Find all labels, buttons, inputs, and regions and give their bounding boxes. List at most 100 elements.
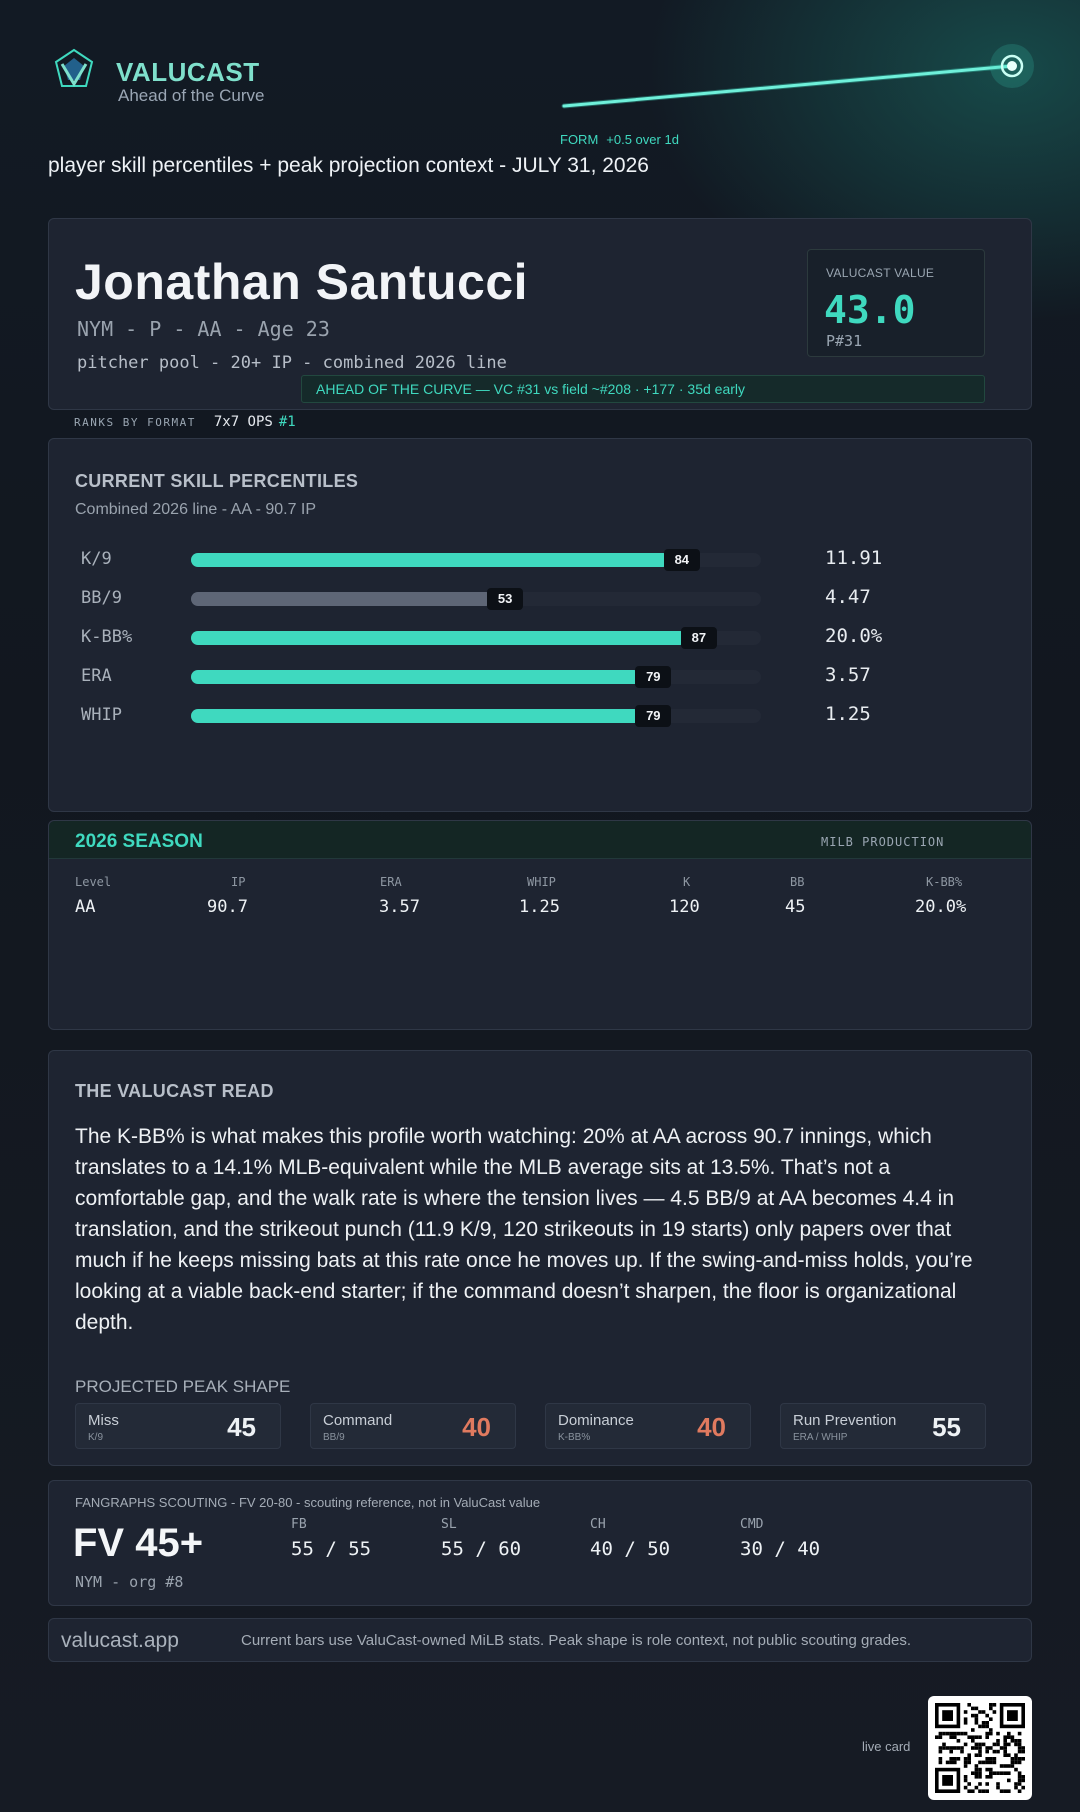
season-col-header: WHIP bbox=[527, 875, 556, 889]
season-header: 2026 SEASON MILB PRODUCTION bbox=[49, 821, 1031, 859]
season-cell: AA bbox=[75, 897, 96, 917]
season-title: 2026 SEASON bbox=[75, 831, 203, 852]
skill-value: 20.0% bbox=[825, 625, 883, 647]
skill-bar-track: 84 bbox=[191, 549, 761, 571]
player-sub: pitcher pool - 20+ IP - combined 2026 li… bbox=[77, 353, 507, 373]
live-card-label: live card bbox=[862, 1739, 911, 1754]
season-cell: 3.57 bbox=[379, 897, 420, 917]
season-col-header: IP bbox=[231, 875, 246, 889]
grade-name: CH bbox=[590, 1517, 606, 1532]
valucast-logo-icon bbox=[54, 48, 94, 87]
season-cell: 1.25 bbox=[519, 897, 560, 917]
skill-label: ERA bbox=[81, 666, 112, 686]
skill-value: 3.57 bbox=[825, 664, 871, 686]
form-label: FORM +0.5 over 1d bbox=[560, 132, 679, 147]
page-subtitle: player skill percentiles + peak projecti… bbox=[48, 154, 649, 177]
ranks-by-format: RANKS BY FORMAT 7x7 OPS #1 bbox=[74, 414, 296, 430]
skill-row: ERA 79 3.57 bbox=[81, 664, 1001, 688]
skill-percentile-badge: 87 bbox=[680, 627, 717, 649]
peak-sub: ERA / WHIP bbox=[793, 1432, 848, 1443]
ranks-label: RANKS BY FORMAT bbox=[74, 416, 196, 429]
skill-row: WHIP 79 1.25 bbox=[81, 703, 1001, 727]
ranks-format: 7x7 OPS bbox=[213, 414, 273, 430]
skill-bar-fill bbox=[191, 709, 642, 723]
skill-label: K-BB% bbox=[81, 627, 133, 647]
peak-run-prevention: Run Prevention ERA / WHIP 55 bbox=[780, 1403, 986, 1449]
read-text: The K-BB% is what makes this profile wor… bbox=[75, 1125, 973, 1334]
skill-percentile-badge: 79 bbox=[635, 666, 672, 688]
skill-bar-fill bbox=[191, 670, 642, 684]
future-value: FV 45+ bbox=[73, 1521, 204, 1565]
brand-name: VALUCAST bbox=[116, 57, 260, 87]
skill-bar-fill bbox=[191, 631, 687, 645]
season-col-header: K bbox=[683, 875, 691, 889]
season-cell: 120 bbox=[669, 897, 700, 917]
peak-name: Run Prevention bbox=[793, 1412, 897, 1429]
season-col-header: BB bbox=[790, 875, 805, 889]
peak-sub: K-BB% bbox=[558, 1432, 591, 1443]
season-tag: MILB PRODUCTION bbox=[821, 835, 945, 849]
skill-bar-fill bbox=[191, 592, 494, 606]
skill-bar-track: 53 bbox=[191, 588, 761, 610]
grade-value: 55 / 60 bbox=[441, 1538, 522, 1560]
player-name: Jonathan Santucci bbox=[75, 254, 529, 310]
brand: VALUCAST Ahead of the Curve bbox=[52, 48, 264, 106]
ranks-rank: #1 bbox=[278, 414, 296, 430]
skill-value: 11.91 bbox=[825, 547, 883, 569]
site-link[interactable]: valucast.app bbox=[61, 1629, 179, 1652]
skill-row: BB/9 53 4.47 bbox=[81, 586, 1001, 610]
grade-fb: FB 55 / 55 bbox=[291, 1517, 371, 1560]
qr-pattern bbox=[935, 1703, 1025, 1793]
grade-ch: CH 40 / 50 bbox=[590, 1517, 670, 1560]
brand-tagline: Ahead of the Curve bbox=[118, 86, 265, 105]
skill-percentile-badge: 53 bbox=[487, 588, 524, 610]
scouting-card: FANGRAPHS SCOUTING - FV 20-80 - scouting… bbox=[48, 1480, 1032, 1606]
skills-title: CURRENT SKILL PERCENTILES bbox=[75, 471, 359, 491]
grade-sl: SL 55 / 60 bbox=[441, 1517, 521, 1560]
qr-code-icon[interactable] bbox=[928, 1696, 1032, 1800]
form-label-text: FORM bbox=[560, 132, 599, 147]
skill-label: WHIP bbox=[81, 705, 122, 725]
skill-percentiles-card: CURRENT SKILL PERCENTILES Combined 2026 … bbox=[48, 438, 1032, 812]
scouting-header: FANGRAPHS SCOUTING - FV 20-80 - scouting… bbox=[75, 1495, 541, 1510]
grade-name: CMD bbox=[740, 1517, 764, 1532]
skill-value: 1.25 bbox=[825, 703, 871, 725]
player-meta: NYM - P - AA - Age 23 bbox=[77, 317, 330, 341]
form-delta: +0.5 over 1d bbox=[606, 132, 679, 147]
season-card: 2026 SEASON MILB PRODUCTION Level IP ERA… bbox=[48, 820, 1032, 1030]
season-col-header: Level bbox=[75, 875, 112, 889]
peak-value: 40 bbox=[697, 1412, 726, 1442]
peak-name: Miss bbox=[88, 1412, 119, 1429]
org-rank: NYM - org #8 bbox=[75, 1573, 184, 1591]
skill-value: 4.47 bbox=[825, 586, 871, 608]
peak-miss: Miss K/9 45 bbox=[75, 1403, 281, 1449]
peak-value: 40 bbox=[462, 1412, 491, 1442]
skill-percentile-badge: 84 bbox=[663, 549, 700, 571]
peak-value: 55 bbox=[932, 1412, 961, 1442]
grade-name: FB bbox=[291, 1517, 307, 1532]
peak-title: PROJECTED PEAK SHAPE bbox=[75, 1377, 291, 1396]
value-rank: P#31 bbox=[826, 332, 863, 350]
skill-row: K-BB% 87 20.0% bbox=[81, 625, 1001, 649]
skill-bar-track: 79 bbox=[191, 705, 761, 727]
skill-bar-fill bbox=[191, 553, 670, 567]
season-col-header: ERA bbox=[380, 875, 402, 889]
player-card: Jonathan Santucci NYM - P - AA - Age 23 … bbox=[48, 218, 1032, 410]
season-cell: 20.0% bbox=[915, 897, 967, 917]
value-label: VALUCAST VALUE bbox=[826, 266, 935, 280]
peak-sub: BB/9 bbox=[323, 1432, 345, 1443]
grade-value: 55 / 55 bbox=[291, 1538, 372, 1560]
peak-value: 45 bbox=[227, 1412, 256, 1442]
peak-name: Command bbox=[323, 1412, 393, 1429]
peak-command: Command BB/9 40 bbox=[310, 1403, 516, 1449]
ahead-banner: AHEAD OF THE CURVE — VC #31 vs field ~#2… bbox=[301, 375, 985, 403]
peak-dominance: Dominance K-BB% 40 bbox=[545, 1403, 751, 1449]
skills-subtitle: Combined 2026 line - AA - 90.7 IP bbox=[75, 501, 317, 518]
grade-cmd: CMD 30 / 40 bbox=[740, 1517, 820, 1560]
season-cell: 45 bbox=[785, 897, 806, 917]
valucast-read-card: THE VALUCAST READ The K-BB% is what make… bbox=[48, 1050, 1032, 1466]
skill-bar-track: 87 bbox=[191, 627, 761, 649]
form-sparkline bbox=[561, 44, 1034, 109]
footer-note: Current bars use ValuCast-owned MiLB sta… bbox=[241, 1632, 912, 1649]
peak-sub: K/9 bbox=[88, 1432, 104, 1443]
